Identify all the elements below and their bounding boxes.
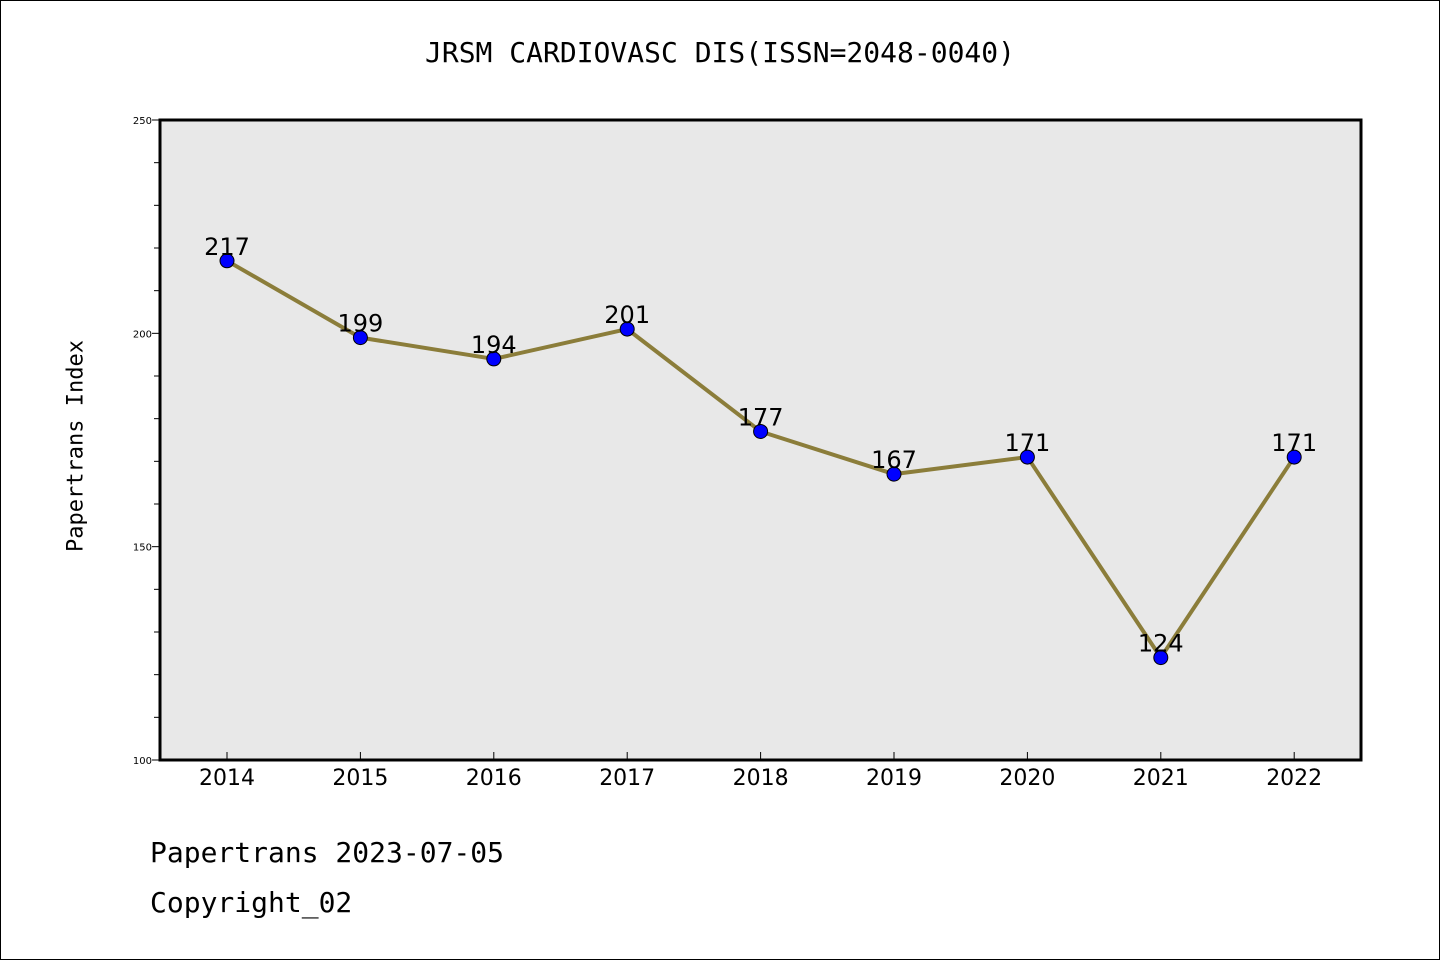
x-tick-label: 2022: [1266, 766, 1322, 791]
data-label: 171: [1271, 429, 1317, 457]
data-point: [1153, 650, 1169, 666]
data-label: 124: [1138, 630, 1184, 658]
chart-title: JRSM CARDIOVASC DIS(ISSN=2048-0040): [424, 36, 1015, 69]
data-point: [352, 330, 368, 346]
data-markers: [219, 253, 1302, 666]
x-tick-label: 2015: [332, 766, 388, 791]
data-point: [1019, 449, 1035, 465]
x-axis-ticks: 2014 2015 2016 2017 2018 2019 2020 2021 2022: [199, 752, 1322, 791]
x-tick-label: 2021: [1133, 766, 1189, 791]
data-label: 201: [604, 301, 650, 329]
x-tick-label: 2018: [733, 766, 789, 791]
y-tick-label: 150: [133, 543, 152, 554]
data-point: [486, 351, 502, 367]
data-label: 167: [871, 446, 917, 474]
data-label: 177: [738, 403, 784, 431]
data-label: 217: [204, 233, 250, 261]
y-tick-label: 200: [133, 329, 152, 340]
data-label: 171: [1004, 429, 1050, 457]
plot-area: [158, 118, 1363, 762]
x-tick-label: 2017: [599, 766, 655, 791]
data-label: 199: [337, 310, 383, 338]
x-tick-label: 2014: [199, 766, 255, 791]
y-tick-label: 250: [133, 116, 152, 127]
footer-source: Papertrans 2023-07-05: [150, 836, 505, 869]
y-tick-label: 100: [133, 756, 152, 767]
data-point: [886, 466, 902, 482]
x-tick-label: 2020: [999, 766, 1055, 791]
x-tick-label: 2019: [866, 766, 922, 791]
data-label: 194: [471, 331, 517, 359]
data-point: [219, 253, 235, 269]
footer-copyright: Copyright_02: [150, 886, 353, 919]
data-point: [1286, 449, 1302, 465]
data-point: [753, 423, 769, 439]
y-axis-ticks: 100 150 200 250: [133, 116, 160, 767]
data-point: [619, 321, 635, 337]
data-labels: 217 199 194 201 177 167 171 124 171: [204, 233, 1317, 658]
x-tick-label: 2016: [466, 766, 522, 791]
